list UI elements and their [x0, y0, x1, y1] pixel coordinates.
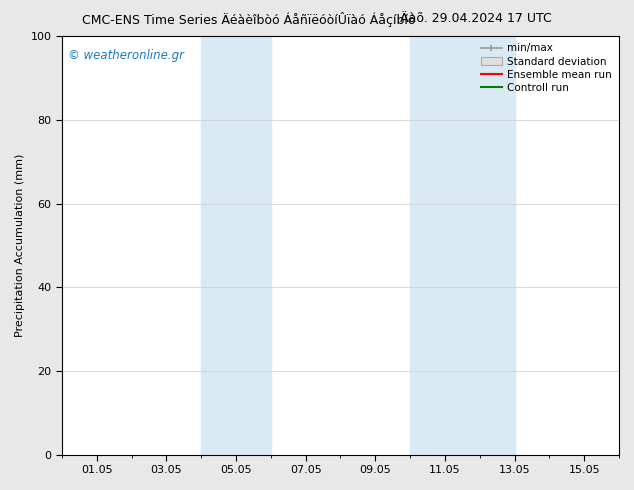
Legend: min/max, Standard deviation, Ensemble mean run, Controll run: min/max, Standard deviation, Ensemble me… [477, 39, 616, 97]
Text: Äàõ. 29.04.2024 17 UTC: Äàõ. 29.04.2024 17 UTC [400, 12, 552, 25]
Y-axis label: Precipitation Accumulation (mm): Precipitation Accumulation (mm) [15, 154, 25, 337]
Bar [410, 36, 515, 455]
Bar [201, 36, 271, 455]
Text: © weatheronline.gr: © weatheronline.gr [68, 49, 183, 62]
Text: CMC-ENS Time Series Äéàèîbòó ÁåñïëóòíÛïàó Áåçíbíó: CMC-ENS Time Series Äéàèîbòó ÁåñïëóòíÛïà… [82, 12, 416, 27]
